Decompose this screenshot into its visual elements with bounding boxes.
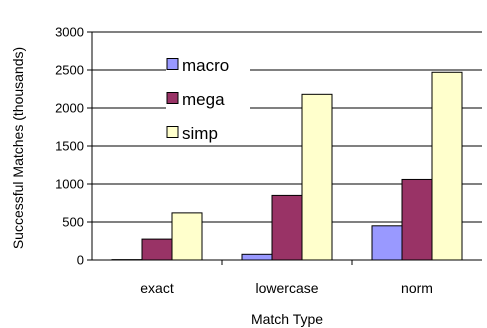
bar-macro-norm	[371, 225, 403, 261]
bar-simp-exact	[171, 212, 203, 261]
legend: macro mega simp	[166, 54, 250, 144]
legend-backdrop	[166, 54, 250, 76]
legend-label-simp: simp	[182, 124, 218, 143]
legend-backdrop	[166, 122, 250, 144]
y-tick-label: 3000	[55, 25, 84, 40]
legend-label-macro: macro	[182, 56, 229, 75]
legend-backdrop	[166, 88, 250, 110]
y-tick-label: 1000	[55, 177, 84, 192]
x-tick-label: lowercase	[255, 280, 318, 296]
x-tick-labels: exact lowercase norm	[140, 260, 433, 296]
y-tick-label: 2500	[55, 63, 84, 78]
bar-macro-lowercase	[241, 253, 273, 261]
y-tick-label: 1500	[55, 139, 84, 154]
bar-simp-norm	[431, 71, 463, 261]
bars	[111, 71, 463, 261]
y-tick-label: 500	[62, 215, 84, 230]
y-tick-label: 2000	[55, 101, 84, 116]
y-tick-labels: 0 500 1000 1500 2000 2500 3000	[55, 25, 92, 268]
x-tick-label: norm	[401, 280, 433, 296]
bar-mega-exact	[141, 238, 173, 261]
bar-mega-norm	[401, 178, 433, 261]
x-tick-label: exact	[140, 280, 174, 296]
legend-swatch-simp	[166, 126, 179, 138]
y-axis-title: Successful Matches (thousands)	[10, 47, 26, 249]
legend-swatch-macro	[166, 58, 179, 70]
legend-swatch-mega	[166, 92, 179, 104]
bar-mega-lowercase	[271, 194, 303, 261]
bar-simp-lowercase	[301, 93, 333, 261]
x-axis-title: Match Type	[251, 311, 323, 327]
legend-label-mega: mega	[182, 90, 225, 109]
y-tick-label: 0	[77, 253, 84, 268]
